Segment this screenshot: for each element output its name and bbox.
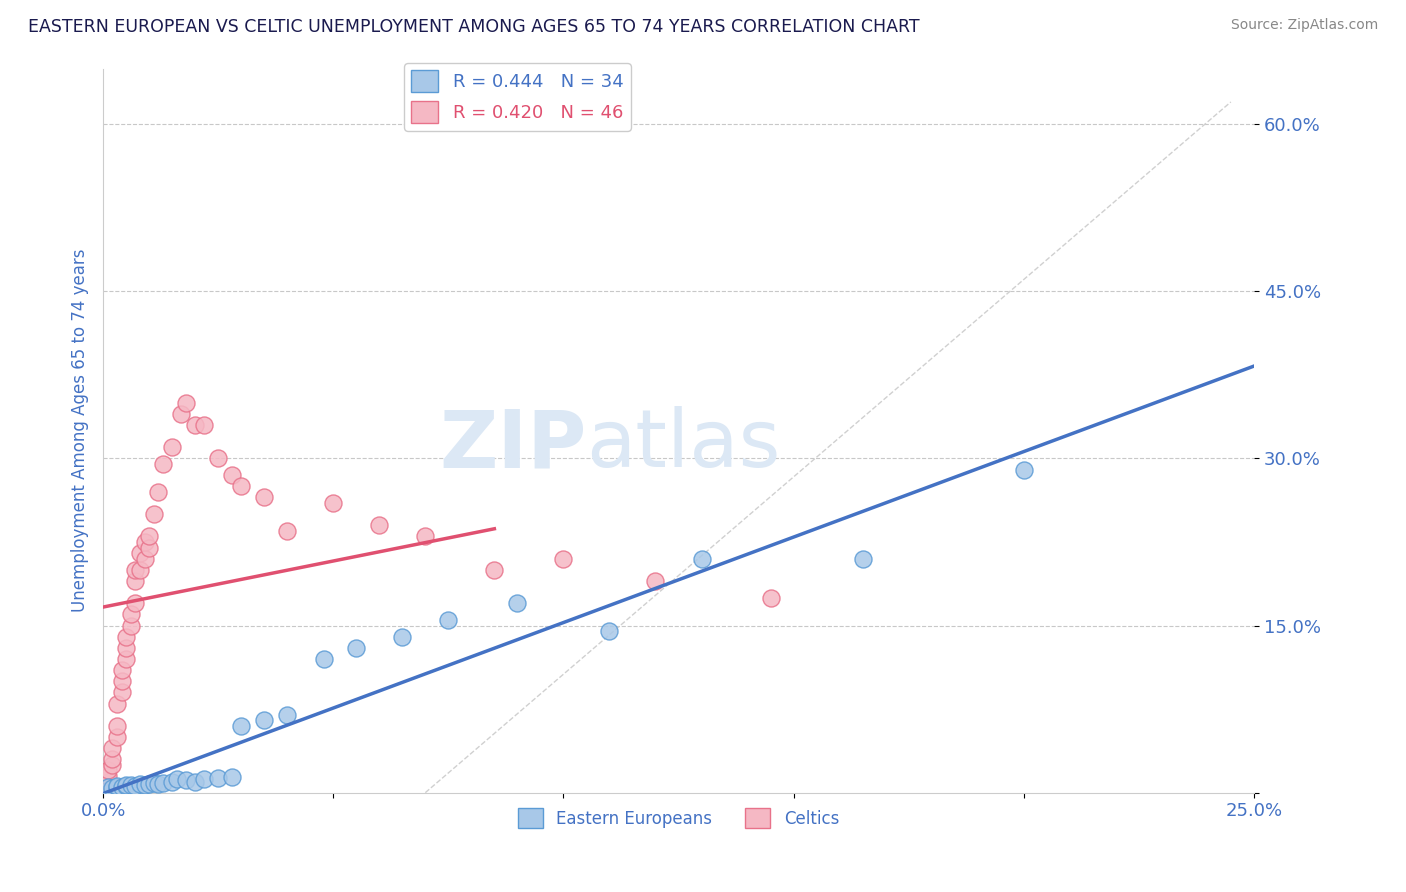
Text: EASTERN EUROPEAN VS CELTIC UNEMPLOYMENT AMONG AGES 65 TO 74 YEARS CORRELATION CH: EASTERN EUROPEAN VS CELTIC UNEMPLOYMENT … xyxy=(28,18,920,36)
Point xyxy=(148,777,170,791)
Point xyxy=(160,774,183,789)
Legend: Eastern Europeans, Celtics: Eastern Europeans, Celtics xyxy=(512,801,846,835)
Point xyxy=(105,780,128,794)
Point xyxy=(120,618,142,632)
Point xyxy=(276,524,298,538)
Point xyxy=(506,596,529,610)
Point xyxy=(124,596,146,610)
Point xyxy=(193,772,215,787)
Text: ZIP: ZIP xyxy=(439,406,586,484)
Point xyxy=(134,778,156,792)
Point xyxy=(231,479,253,493)
Point xyxy=(253,713,276,727)
Text: Source: ZipAtlas.com: Source: ZipAtlas.com xyxy=(1230,18,1378,32)
Point xyxy=(101,781,124,796)
Point xyxy=(207,451,229,466)
Point xyxy=(97,774,120,789)
Point xyxy=(484,563,506,577)
Point xyxy=(101,752,124,766)
Point xyxy=(138,529,160,543)
Point xyxy=(129,777,152,791)
Point xyxy=(184,774,207,789)
Point xyxy=(391,630,413,644)
Point xyxy=(759,591,782,605)
Point xyxy=(312,652,335,666)
Point xyxy=(105,730,128,744)
Point xyxy=(148,484,170,499)
Point xyxy=(138,541,160,555)
Point xyxy=(115,652,138,666)
Point xyxy=(437,613,460,627)
Point xyxy=(690,551,713,566)
Text: atlas: atlas xyxy=(586,406,780,484)
Point xyxy=(276,707,298,722)
Point xyxy=(160,440,183,454)
Point xyxy=(221,468,243,483)
Point xyxy=(134,551,156,566)
Point xyxy=(553,551,575,566)
Point xyxy=(221,770,243,784)
Point xyxy=(97,769,120,783)
Point xyxy=(138,777,160,791)
Point xyxy=(115,630,138,644)
Point xyxy=(110,674,132,689)
Point xyxy=(598,624,620,639)
Point xyxy=(152,775,174,789)
Point xyxy=(105,779,128,793)
Point xyxy=(415,529,437,543)
Point xyxy=(193,417,215,432)
Point xyxy=(1012,462,1035,476)
Point xyxy=(101,741,124,756)
Point xyxy=(142,507,165,521)
Point xyxy=(110,780,132,794)
Point xyxy=(124,574,146,588)
Point xyxy=(253,491,276,505)
Point xyxy=(101,757,124,772)
Point xyxy=(368,518,391,533)
Point xyxy=(97,780,120,794)
Point xyxy=(110,685,132,699)
Point xyxy=(344,640,367,655)
Point xyxy=(124,779,146,793)
Point xyxy=(184,417,207,432)
Point xyxy=(124,563,146,577)
Point xyxy=(152,457,174,471)
Point xyxy=(166,772,188,787)
Point xyxy=(231,719,253,733)
Point xyxy=(852,551,875,566)
Point xyxy=(170,407,193,421)
Point xyxy=(105,697,128,711)
Point xyxy=(322,496,344,510)
Point xyxy=(115,640,138,655)
Y-axis label: Unemployment Among Ages 65 to 74 years: Unemployment Among Ages 65 to 74 years xyxy=(72,249,89,612)
Point xyxy=(129,563,152,577)
Point xyxy=(97,764,120,778)
Point xyxy=(129,546,152,560)
Point xyxy=(644,574,666,588)
Point xyxy=(115,779,138,793)
Point xyxy=(174,395,197,409)
Point xyxy=(142,775,165,789)
Point xyxy=(115,778,138,792)
Point xyxy=(110,663,132,677)
Point xyxy=(207,771,229,785)
Point xyxy=(120,778,142,792)
Point xyxy=(174,773,197,788)
Point xyxy=(134,535,156,549)
Point xyxy=(120,607,142,622)
Point xyxy=(105,719,128,733)
